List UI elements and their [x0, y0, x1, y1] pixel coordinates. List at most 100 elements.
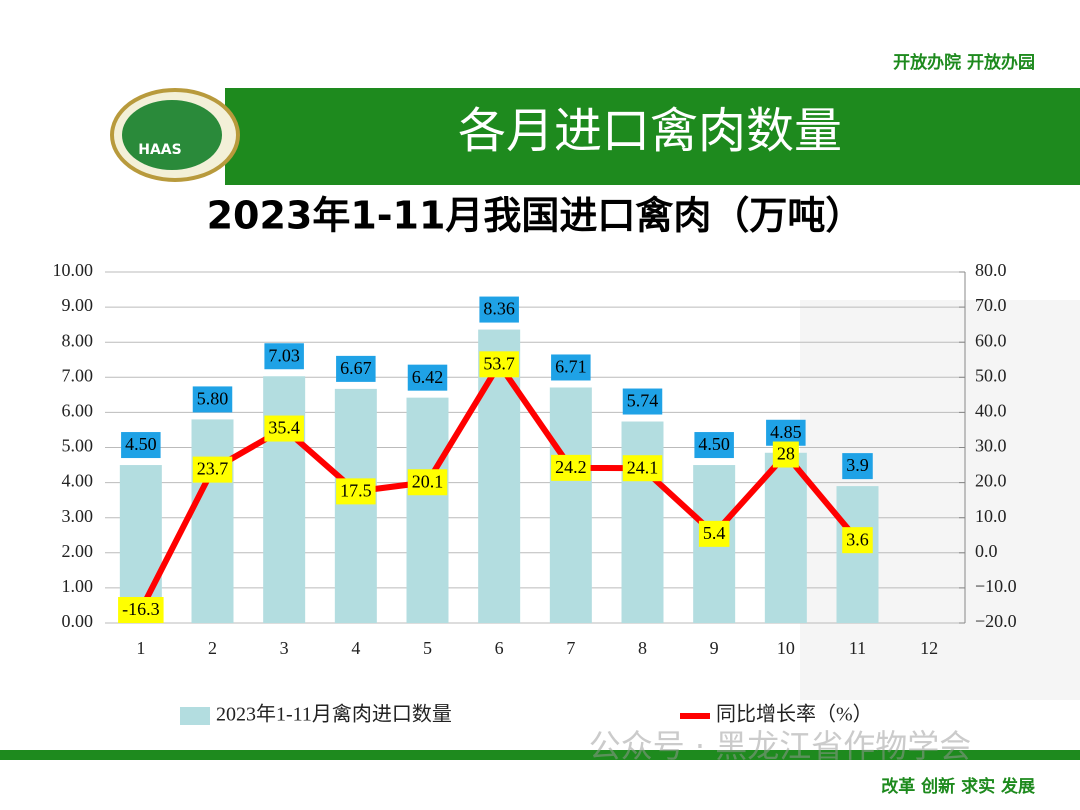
- data-label: 24.2: [555, 457, 587, 477]
- data-label: 6.71: [555, 357, 587, 377]
- header-title: 各月进口禽肉数量: [458, 103, 842, 159]
- bar: [406, 397, 449, 623]
- data-label: 35.4: [268, 418, 300, 438]
- x-tick-label: 2: [208, 638, 217, 658]
- bottom-slogan: 改革 创新 求实 发展: [881, 776, 1035, 797]
- chart-title: 2023年1-11月我国进口禽肉（万吨）: [207, 194, 864, 238]
- y-tick-label: 6.00: [62, 401, 94, 421]
- y-tick-label: 0.00: [62, 611, 94, 631]
- y2-tick-label: 40.0: [975, 401, 1007, 421]
- bar: [621, 421, 664, 623]
- data-label: 5.80: [197, 389, 229, 409]
- data-label: 5.4: [703, 523, 726, 543]
- data-label-bg: [842, 453, 873, 480]
- x-tick-label: 3: [280, 638, 289, 658]
- data-label-bg: [772, 441, 799, 468]
- bar: [119, 465, 162, 623]
- legend-label: 2023年1-11月禽肉进口数量: [216, 703, 452, 726]
- data-label: 53.7: [483, 353, 515, 373]
- data-label-bg: [842, 527, 873, 554]
- logo-text: HAAS: [138, 142, 181, 158]
- y2-tick-label: 20.0: [975, 471, 1007, 491]
- data-label-bg: [264, 415, 304, 442]
- y2-tick-label: 50.0: [975, 365, 1007, 385]
- data-label: 4.85: [770, 422, 802, 442]
- x-tick-label: 9: [710, 638, 719, 658]
- data-label-bg: [694, 432, 734, 459]
- data-label-bg: [622, 388, 663, 415]
- data-label: 28: [777, 444, 795, 464]
- bar: [191, 419, 234, 623]
- data-label-bg: [766, 419, 806, 446]
- data-label: 6.42: [412, 367, 444, 387]
- x-tick-label: 5: [423, 638, 432, 658]
- data-label-bg: [336, 478, 376, 505]
- data-label: 8.36: [483, 299, 515, 319]
- data-label-bg: [551, 454, 591, 481]
- x-tick-label: 11: [849, 638, 866, 658]
- data-label-bg: [479, 351, 519, 378]
- data-label: 3.9: [846, 455, 869, 475]
- legend-label: 同比增长率（%）: [716, 703, 873, 726]
- bar: [334, 388, 377, 623]
- watermark: 公众号 · 黑龙江省作物学会: [589, 727, 972, 765]
- bar: [549, 387, 592, 623]
- data-label: 23.7: [197, 459, 229, 479]
- data-label: 24.1: [627, 457, 659, 477]
- y-tick-label: 3.00: [62, 506, 94, 526]
- y2-tick-label: 10.0: [975, 506, 1007, 526]
- data-label-bg: [479, 296, 519, 323]
- data-label-bg: [622, 455, 663, 482]
- y2-tick-label: 80.0: [975, 260, 1007, 280]
- x-tick-label: 4: [351, 638, 360, 658]
- y-tick-label: 4.00: [62, 471, 94, 491]
- y2-tick-label: −10.0: [975, 576, 1017, 596]
- logo-inner: [122, 100, 222, 170]
- bar: [478, 329, 521, 623]
- top-slogan: 开放办院 开放办园: [893, 52, 1035, 73]
- y-tick-label: 7.00: [62, 365, 94, 385]
- y-tick-label: 9.00: [62, 295, 94, 315]
- y-tick-label: 2.00: [62, 541, 94, 561]
- plot: 0.00 1.00 2.00 3.00 4.00 5.00 6.00 7.00 8.00 9.00…: [53, 260, 1017, 725]
- y2-tick-label: −20.0: [975, 611, 1017, 631]
- y2-tick-label: 30.0: [975, 436, 1007, 456]
- y-tick-label: 10.00: [53, 260, 94, 280]
- bar: [764, 452, 807, 623]
- header-band: [225, 88, 1080, 185]
- bar: [263, 376, 306, 623]
- x-tick-label: 1: [136, 638, 145, 658]
- data-label-bg: [192, 456, 233, 483]
- y2-tick-label: 60.0: [975, 330, 1007, 350]
- y-tick-label: 5.00: [62, 436, 94, 456]
- y-tick-label: 8.00: [62, 330, 94, 350]
- y-tick-label: 1.00: [62, 576, 94, 596]
- data-label-bg: [192, 386, 233, 413]
- data-label-bg: [336, 355, 376, 382]
- x-tick-label: 12: [920, 638, 938, 658]
- footer-line: [0, 750, 1080, 760]
- data-label-bg: [407, 364, 448, 391]
- data-label-bg: [118, 597, 164, 624]
- x-tick-label: 6: [495, 638, 504, 658]
- x-tick-label: 8: [638, 638, 647, 658]
- data-label: 17.5: [340, 481, 372, 501]
- y2-tick-label: 0.0: [975, 541, 998, 561]
- data-label-bg: [121, 432, 161, 459]
- legend-swatch: [180, 707, 210, 725]
- data-label: 5.74: [627, 391, 659, 411]
- data-label: -16.3: [122, 599, 160, 619]
- data-label: 6.67: [340, 358, 372, 378]
- data-label-bg: [551, 354, 591, 381]
- data-label-bg: [407, 469, 448, 496]
- data-label: 7.03: [268, 345, 300, 365]
- data-label: 20.1: [412, 471, 444, 491]
- bar: [836, 486, 879, 623]
- x-tick-label: 7: [566, 638, 575, 658]
- data-label: 3.6: [846, 529, 869, 549]
- data-label: 4.50: [698, 434, 730, 454]
- y2-tick-label: 70.0: [975, 295, 1007, 315]
- x-tick-label: 10: [777, 638, 795, 658]
- data-label-bg: [698, 520, 730, 547]
